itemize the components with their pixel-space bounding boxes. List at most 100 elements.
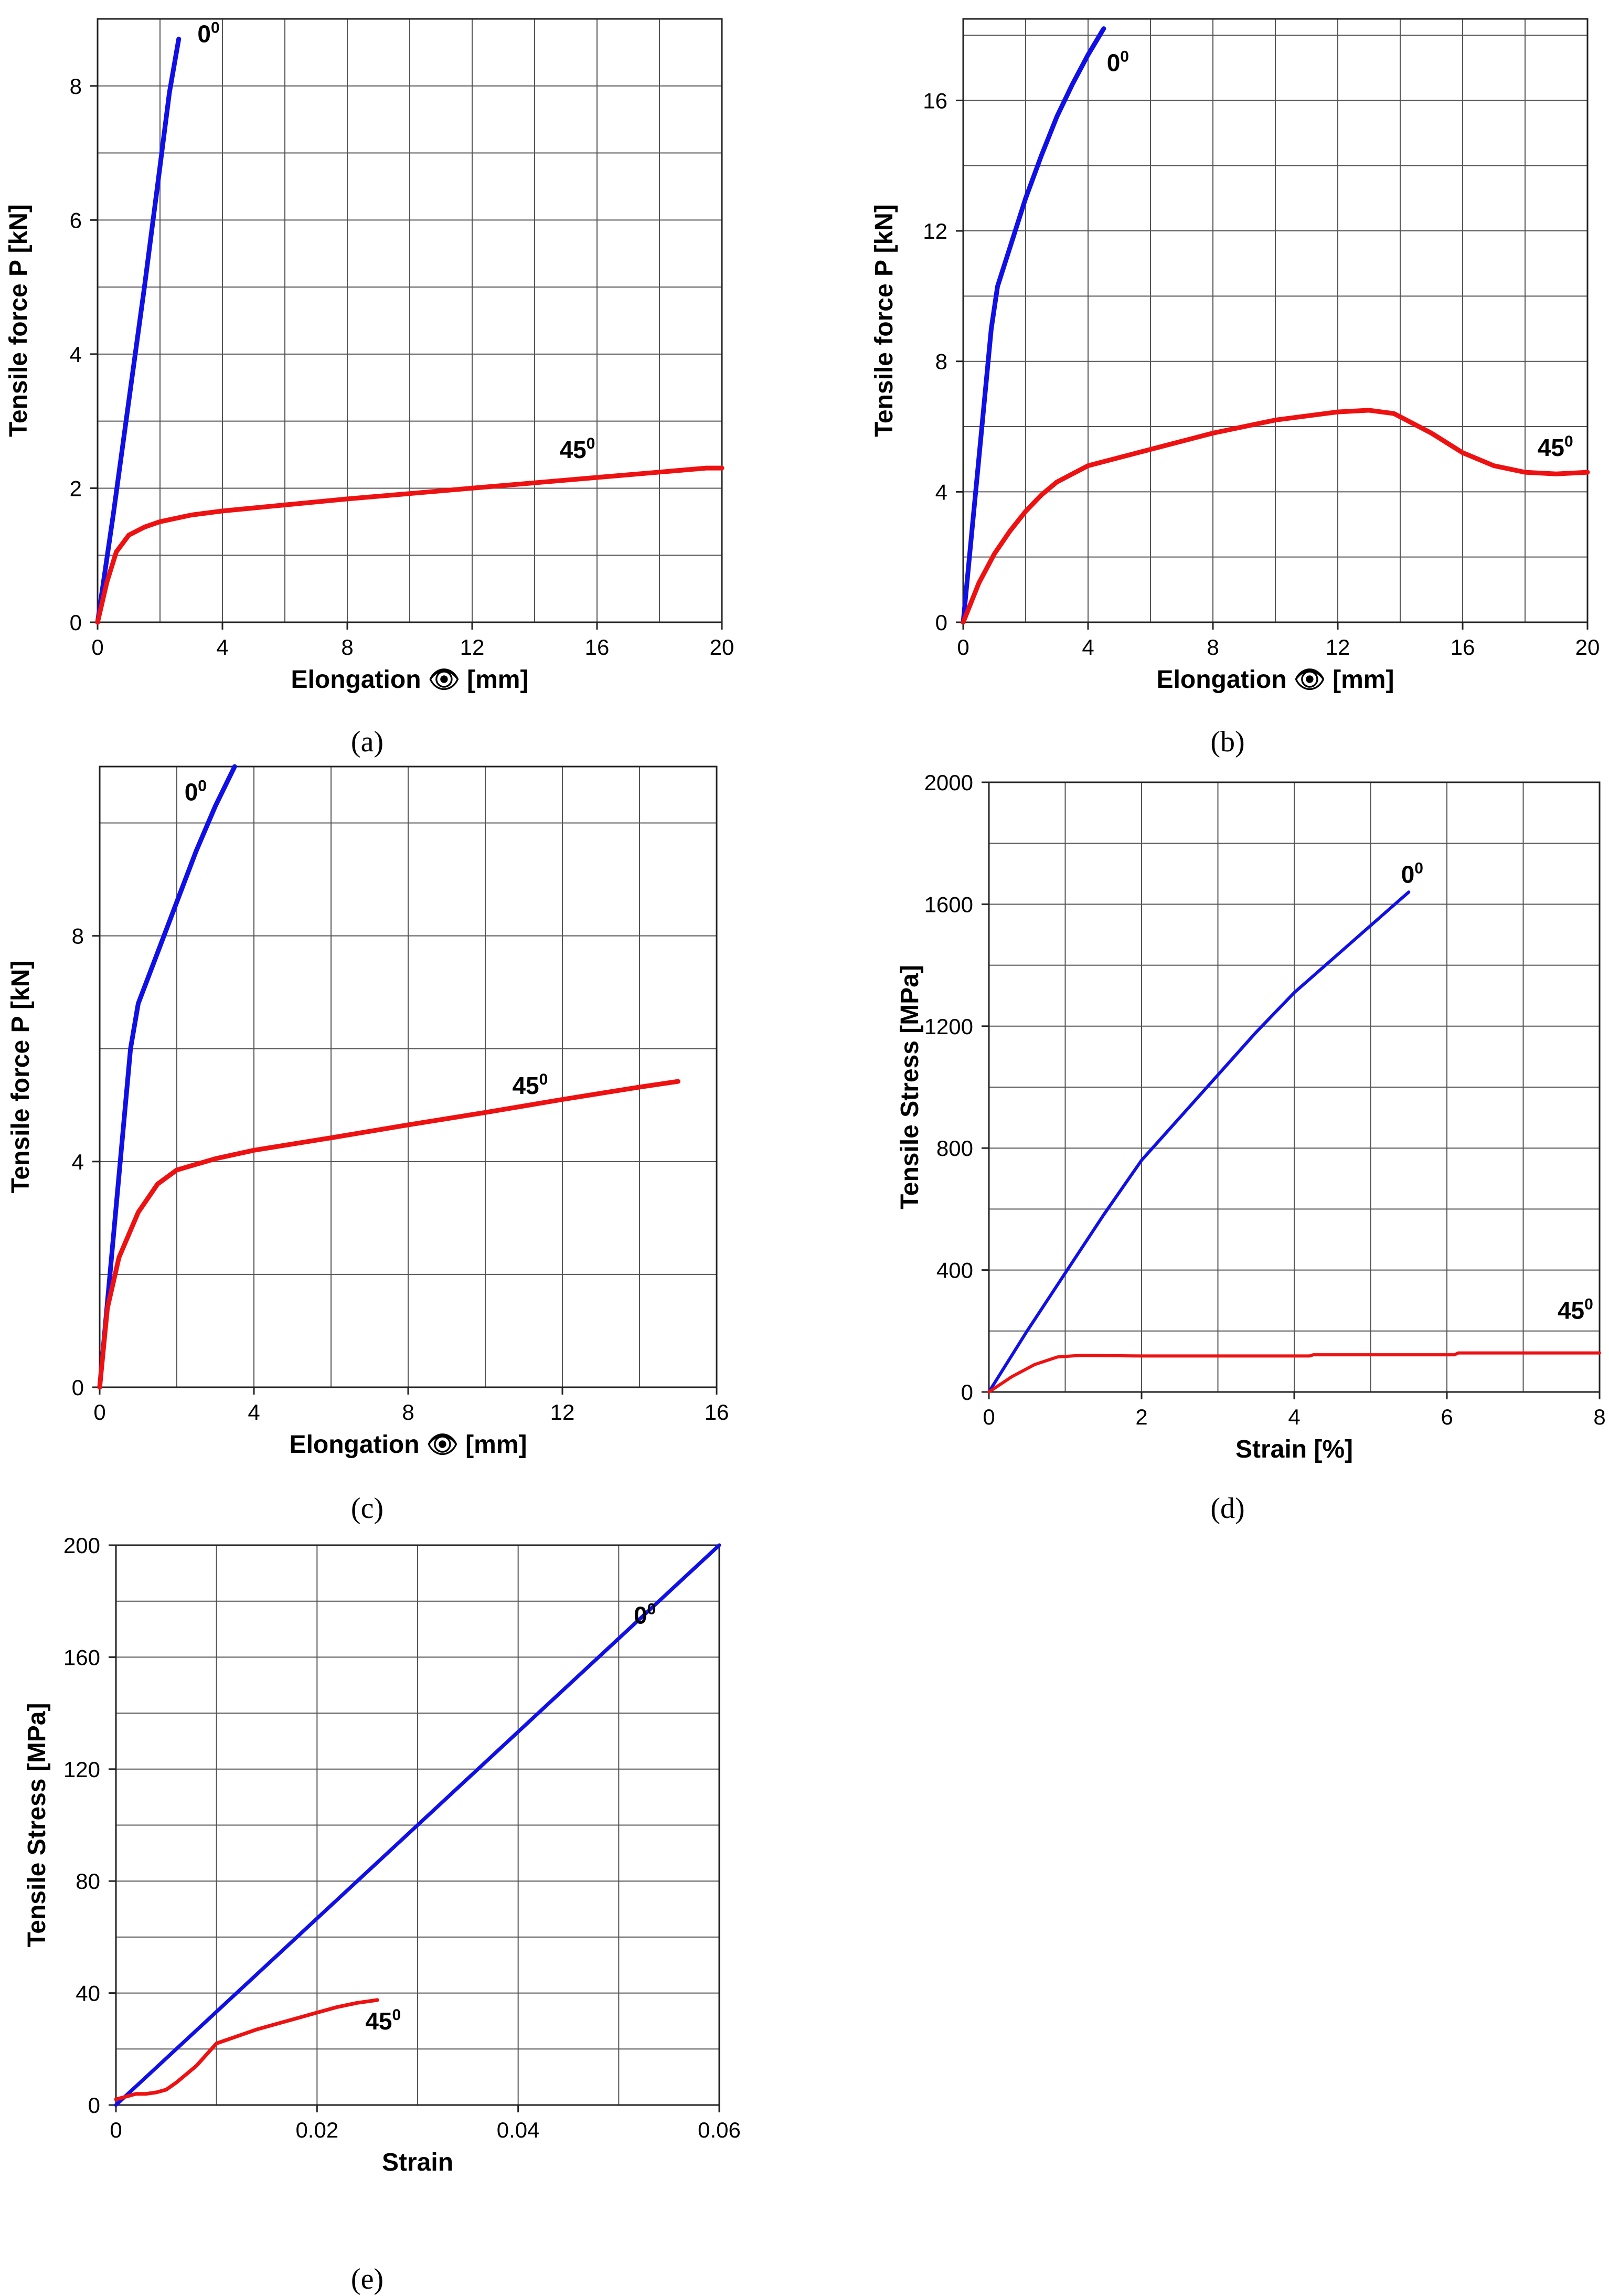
x-axis-label: Strain xyxy=(382,2149,453,2176)
y-tick-label: 4 xyxy=(72,1150,84,1174)
plot-frame xyxy=(97,18,723,623)
x-axis-label: Elongation 👁 [mm] xyxy=(1157,666,1394,694)
panel-caption: (c) xyxy=(351,1492,383,1525)
series-label-0: 00 xyxy=(1401,860,1423,888)
panel-e: 0 0.02 0.04 0.06 0 40 80 120 160 200 Strain Tensile… xyxy=(23,1533,741,2295)
series-label-text: 0 xyxy=(1107,49,1121,76)
x-tick-label: 8 xyxy=(341,635,353,660)
x-axis-label: Elongation 👁 [mm] xyxy=(291,666,529,694)
y-tick-label: 16 xyxy=(923,88,947,113)
series-label-text: 45 xyxy=(1558,1297,1584,1324)
grid xyxy=(116,1545,719,2105)
x-tick-label: 16 xyxy=(705,1400,729,1425)
series-label-0: 00 xyxy=(185,778,207,806)
x-tick-label: 0.02 xyxy=(295,2118,338,2142)
series-label-sup: 0 xyxy=(1414,860,1423,877)
series-label-text: 0 xyxy=(634,1601,647,1629)
series-label-45: 450 xyxy=(1538,433,1573,461)
grid xyxy=(100,767,717,1387)
y-tick-label: 200 xyxy=(63,1533,100,1558)
x-tick-label: 6 xyxy=(1441,1405,1453,1429)
x-tick-label: 0 xyxy=(110,2118,122,2142)
series-label-text: 0 xyxy=(1401,861,1415,888)
y-tick-label: 400 xyxy=(936,1258,973,1283)
y-tick-label: 0 xyxy=(72,1375,84,1400)
y-tick-label: 160 xyxy=(63,1645,100,1670)
x-tick-label: 0 xyxy=(957,635,969,660)
series-label-45: 450 xyxy=(365,2006,401,2035)
series-label-sup: 0 xyxy=(647,1600,656,1618)
panel-a: 0 4 8 12 16 20 0 2 4 6 8 Elongation 👁 [mm] Tensile f… xyxy=(5,18,734,758)
x-tick-label: 8 xyxy=(1207,635,1219,660)
x-tick-label: 4 xyxy=(1288,1405,1300,1429)
series-label-sup: 0 xyxy=(587,435,595,452)
y-tick-label: 80 xyxy=(76,1869,100,1894)
series-label-45: 450 xyxy=(512,1071,548,1099)
panel-caption: (e) xyxy=(351,2263,383,2295)
x-tick-label: 16 xyxy=(585,635,610,660)
series-label-sup: 0 xyxy=(1564,433,1573,450)
series-line-45 xyxy=(97,1079,680,1390)
y-tick-label: 8 xyxy=(935,349,947,374)
y-axis-label: Tensile force P [kN] xyxy=(870,204,898,437)
y-tick-label: 12 xyxy=(923,219,947,243)
y-axis-label: Tensile Stress [MPa] xyxy=(23,1703,51,1948)
x-tick-label: 4 xyxy=(1082,635,1094,660)
series-line-45 xyxy=(95,465,724,625)
y-tick-label: 2 xyxy=(70,476,82,501)
y-tick-label: 6 xyxy=(70,208,82,232)
series-label-sup: 0 xyxy=(1120,48,1129,65)
panel-c: 0 4 8 12 16 0 4 8 Elongation 👁 [mm] Tensile force… xyxy=(7,764,729,1525)
series-line-45 xyxy=(987,1351,1601,1394)
panel-d: 0 2 4 6 8 0 400 800 1200 1600 2000 Strain [%] Tensil… xyxy=(896,770,1606,1525)
y-tick-label: 0 xyxy=(961,1380,973,1405)
x-tick-label: 4 xyxy=(248,1400,260,1425)
series-label-text: 0 xyxy=(185,779,198,806)
y-tick-label: 1200 xyxy=(924,1014,973,1039)
series-label-sup: 0 xyxy=(211,19,220,37)
series-label-sup: 0 xyxy=(198,778,207,795)
series-label-45: 450 xyxy=(1558,1296,1593,1324)
series-label-sup: 0 xyxy=(392,2006,401,2024)
y-tick-label: 1600 xyxy=(924,892,973,917)
series-line-0 xyxy=(961,26,1106,625)
y-tick-label: 2000 xyxy=(924,770,973,795)
y-axis-label: Tensile Stress [MPa] xyxy=(896,965,924,1209)
x-axis-label: Elongation 👁 [mm] xyxy=(290,1431,527,1459)
x-tick-label: 12 xyxy=(550,1400,575,1425)
grid xyxy=(989,782,1600,1392)
series-label-text: 45 xyxy=(560,436,587,463)
x-tick-label: 0.06 xyxy=(698,2118,741,2142)
x-tick-label: 16 xyxy=(1451,635,1475,660)
y-tick-label: 8 xyxy=(72,924,84,949)
y-tick-label: 8 xyxy=(70,74,82,99)
series-line-0 xyxy=(987,890,1411,1394)
y-tick-label: 120 xyxy=(63,1757,100,1782)
x-tick-label: 0 xyxy=(983,1405,995,1429)
panel-caption: (b) xyxy=(1210,726,1244,758)
y-axis-label: Tensile force P [kN] xyxy=(7,961,35,1194)
series-label-45: 450 xyxy=(560,435,595,463)
y-tick-label: 40 xyxy=(76,1981,100,2006)
y-tick-label: 0 xyxy=(88,2093,100,2118)
y-tick-label: 0 xyxy=(70,610,82,635)
x-tick-label: 4 xyxy=(216,635,228,660)
series-line-0 xyxy=(95,36,182,625)
series-label-text: 45 xyxy=(365,2007,392,2035)
series-label-0: 00 xyxy=(197,19,219,48)
panel-caption: (d) xyxy=(1210,1492,1244,1525)
x-tick-label: 0 xyxy=(93,1400,105,1425)
series-label-sup: 0 xyxy=(1584,1296,1593,1313)
series-line-45 xyxy=(961,408,1590,625)
plot-frame xyxy=(115,1544,720,2106)
panel-b: 0 4 8 12 16 20 0 4 8 12 16 Elongation 👁 [mm] Tensile… xyxy=(870,18,1600,758)
y-axis-label: Tensile force P [kN] xyxy=(5,204,33,437)
grid xyxy=(98,19,722,622)
series-label-sup: 0 xyxy=(539,1071,548,1088)
y-tick-label: 0 xyxy=(935,610,947,635)
x-tick-label: 8 xyxy=(402,1400,414,1425)
series-line-0 xyxy=(97,764,237,1390)
series-label-text: 0 xyxy=(197,20,211,48)
x-axis-label: Strain [%] xyxy=(1235,1436,1353,1463)
